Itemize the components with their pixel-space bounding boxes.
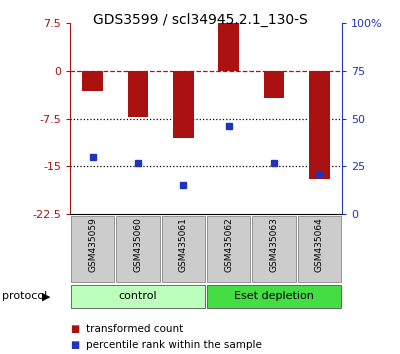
Bar	[71, 216, 114, 282]
Text: GSM435059: GSM435059	[88, 218, 97, 273]
Bar	[252, 216, 296, 282]
Text: ■: ■	[70, 340, 79, 350]
Bar	[173, 71, 194, 138]
Bar	[309, 71, 330, 179]
Bar	[82, 71, 103, 91]
Bar	[298, 216, 341, 282]
Text: GSM435062: GSM435062	[224, 218, 233, 272]
Text: GSM435061: GSM435061	[179, 218, 188, 273]
Text: ■: ■	[70, 324, 79, 334]
Text: GSM435063: GSM435063	[270, 218, 278, 273]
Text: GDS3599 / scl34945.2.1_130-S: GDS3599 / scl34945.2.1_130-S	[93, 12, 307, 27]
Bar	[116, 216, 160, 282]
Bar	[128, 71, 148, 117]
Text: transformed count: transformed count	[86, 324, 183, 334]
Bar	[162, 216, 205, 282]
Text: Eset depletion: Eset depletion	[234, 291, 314, 302]
Text: control: control	[119, 291, 157, 302]
Text: percentile rank within the sample: percentile rank within the sample	[86, 340, 262, 350]
Bar	[207, 216, 250, 282]
Bar	[264, 71, 284, 98]
Text: ▶: ▶	[42, 291, 50, 302]
Text: GSM435060: GSM435060	[134, 218, 142, 273]
Bar	[218, 23, 239, 71]
Bar	[71, 285, 205, 308]
Bar	[207, 285, 341, 308]
Text: GSM435064: GSM435064	[315, 218, 324, 272]
Text: protocol: protocol	[2, 291, 47, 302]
